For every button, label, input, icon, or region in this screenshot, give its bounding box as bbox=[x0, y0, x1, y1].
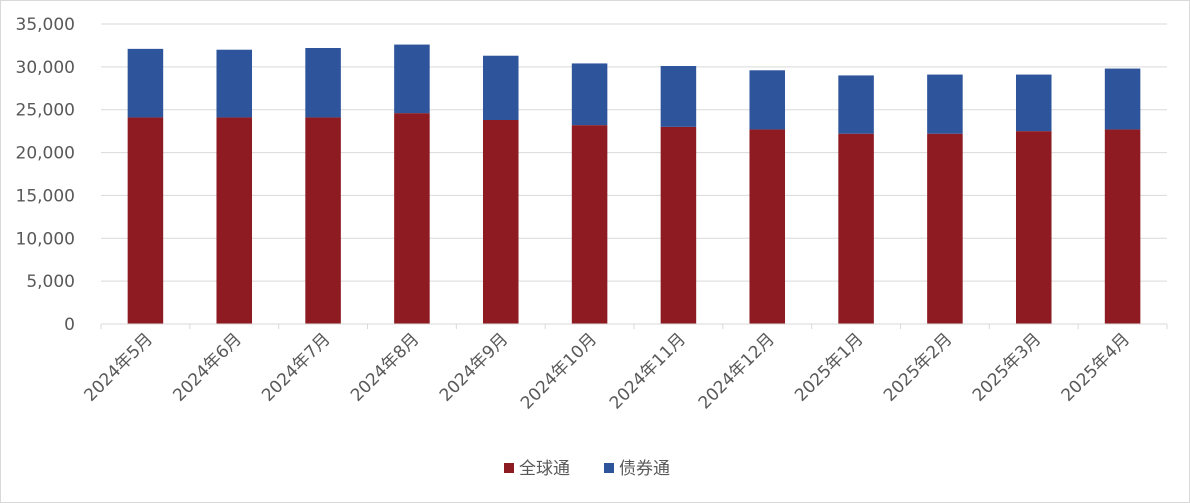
x-tick-label: 2025年4月 bbox=[1058, 329, 1134, 405]
x-tick-label: 2024年5月 bbox=[81, 329, 157, 405]
legend-swatch bbox=[504, 463, 514, 473]
x-tick-label: 2025年1月 bbox=[791, 329, 867, 405]
bar-quanqiutong-9 bbox=[927, 133, 963, 324]
bar-zhaiquantong-10 bbox=[1015, 74, 1052, 132]
bar-zhaiquantong-8 bbox=[838, 75, 874, 134]
bar-quanqiutong-7 bbox=[749, 129, 786, 324]
bar-zhaiquantong-5 bbox=[571, 63, 608, 126]
x-tick-label: 2024年7月 bbox=[258, 329, 334, 405]
bar-zhaiquantong-3 bbox=[394, 44, 430, 114]
x-tick-label: 2024年12月 bbox=[695, 329, 779, 413]
legend-swatch bbox=[604, 463, 614, 473]
bar-zhaiquantong-7 bbox=[749, 70, 786, 130]
y-axis: 0 5,000 10,000 15,000 20,000 25,000 30,000 35,0… bbox=[16, 15, 75, 335]
bar-zhaiquantong-4 bbox=[482, 55, 519, 120]
legend-item-zhaiquantong: 债券通 bbox=[604, 459, 670, 479]
bar-zhaiquantong-11 bbox=[1104, 68, 1141, 130]
x-tick-label: 2024年11月 bbox=[606, 329, 690, 413]
bar-zhaiquantong-2 bbox=[305, 48, 341, 118]
bar-zhaiquantong-9 bbox=[927, 74, 963, 134]
gridlines bbox=[101, 23, 1167, 282]
y-tick-label: 30,000 bbox=[16, 58, 75, 78]
bar-quanqiutong-2 bbox=[305, 117, 341, 324]
legend: 全球通 债券通 bbox=[504, 459, 670, 479]
bar-quanqiutong-4 bbox=[482, 120, 519, 324]
x-tick-label: 2024年10月 bbox=[517, 329, 601, 413]
bar-quanqiutong-3 bbox=[394, 113, 430, 325]
y-tick-label: 0 bbox=[64, 315, 75, 335]
bar-quanqiutong-1 bbox=[216, 117, 253, 324]
x-tick-label: 2024年9月 bbox=[436, 329, 512, 405]
legend-label: 债券通 bbox=[619, 459, 670, 479]
x-tick-label: 2025年2月 bbox=[880, 329, 956, 405]
bar-quanqiutong-8 bbox=[838, 133, 874, 324]
x-tick-label: 2025年3月 bbox=[969, 329, 1045, 405]
bar-quanqiutong-6 bbox=[660, 126, 697, 324]
y-tick-label: 5,000 bbox=[26, 272, 75, 292]
x-tick-label: 2024年6月 bbox=[169, 329, 245, 405]
bar-quanqiutong-11 bbox=[1104, 129, 1141, 324]
bar-zhaiquantong-1 bbox=[216, 49, 253, 118]
x-axis: 2024年5月 2024年6月 2024年7月 2024年8月 2024年9月 2024年… bbox=[81, 323, 1168, 413]
bar-zhaiquantong-6 bbox=[660, 66, 697, 127]
bar-quanqiutong-0 bbox=[127, 117, 164, 324]
y-tick-label: 10,000 bbox=[16, 229, 75, 249]
legend-label: 全球通 bbox=[519, 459, 570, 479]
y-tick-label: 15,000 bbox=[16, 186, 75, 206]
legend-item-quanqiutong: 全球通 bbox=[504, 459, 570, 479]
y-tick-label: 25,000 bbox=[16, 101, 75, 121]
y-tick-label: 20,000 bbox=[16, 144, 75, 164]
bar-zhaiquantong-0 bbox=[127, 48, 164, 118]
bars bbox=[127, 44, 1141, 325]
bar-quanqiutong-10 bbox=[1015, 131, 1052, 324]
bar-quanqiutong-5 bbox=[571, 125, 608, 325]
x-tick-label: 2024年8月 bbox=[347, 329, 423, 405]
y-tick-label: 35,000 bbox=[16, 15, 75, 35]
